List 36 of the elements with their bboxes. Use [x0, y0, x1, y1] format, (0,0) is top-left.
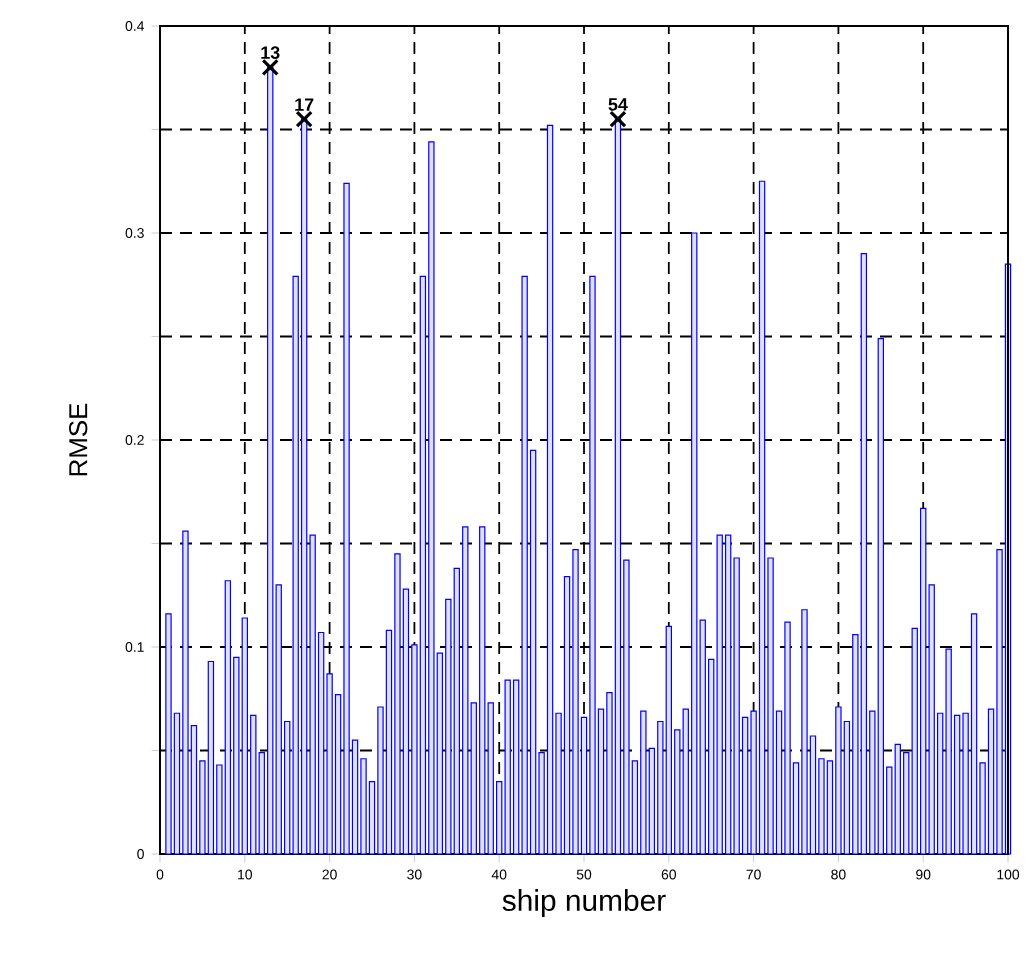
bar — [860, 253, 868, 855]
x-axis-title: ship number — [502, 889, 666, 917]
bar — [665, 625, 673, 855]
bar — [801, 609, 808, 855]
bar — [428, 141, 435, 855]
annotation: 17 — [295, 98, 314, 111]
bar — [521, 275, 528, 855]
bar — [877, 337, 885, 855]
bar — [267, 66, 274, 855]
bar — [224, 580, 232, 855]
bar — [758, 180, 766, 855]
bar — [640, 710, 647, 855]
bar — [479, 526, 486, 855]
bar — [945, 648, 952, 855]
bar — [589, 275, 596, 855]
bar — [970, 613, 978, 855]
bar — [784, 621, 791, 855]
bar — [716, 534, 723, 855]
bar — [165, 613, 172, 855]
bar — [572, 549, 579, 855]
bar — [300, 118, 308, 855]
annotation: 54 — [608, 98, 628, 111]
bar — [241, 617, 249, 855]
bar — [343, 182, 350, 855]
bar — [691, 232, 698, 855]
bar — [546, 124, 554, 855]
bar — [504, 679, 511, 855]
annotation: 13 — [261, 46, 280, 59]
y-axis-title: RMSE — [69, 403, 88, 476]
bar — [724, 534, 732, 855]
bar — [614, 118, 622, 855]
bar — [462, 526, 469, 855]
bar — [182, 530, 189, 855]
bar — [394, 553, 401, 855]
bar — [207, 660, 215, 855]
bar — [835, 706, 842, 855]
